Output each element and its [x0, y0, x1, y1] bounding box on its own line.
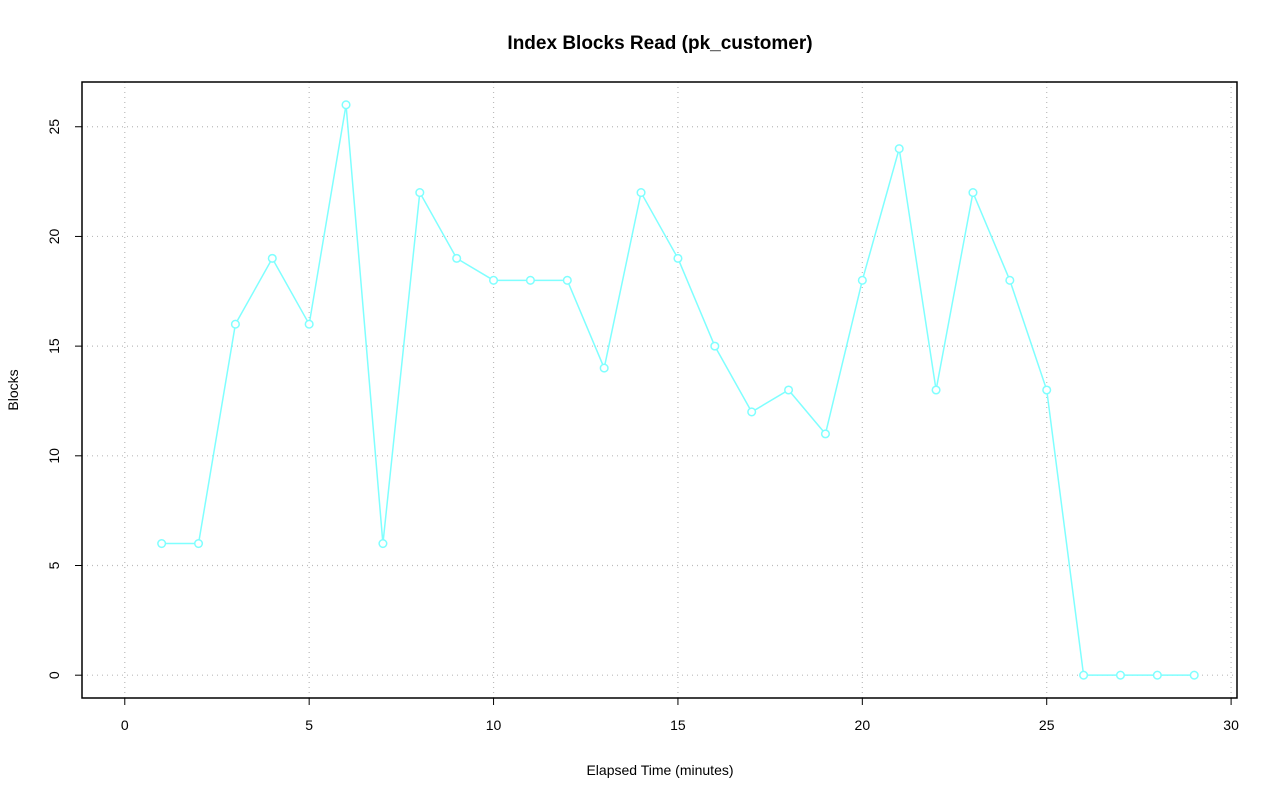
y-tick-label: 20: [46, 228, 62, 244]
data-point: [341, 100, 351, 110]
plot-frame: [81, 81, 1238, 699]
data-point: [1005, 275, 1015, 285]
x-tick-label: 0: [121, 717, 129, 733]
y-axis-label: Blocks: [5, 369, 21, 410]
data-point: [230, 319, 240, 329]
data-point: [968, 188, 978, 198]
data-point: [525, 275, 535, 285]
data-point: [267, 253, 277, 263]
data-point: [1115, 670, 1126, 680]
data-point: [1042, 385, 1052, 395]
data-point: [931, 385, 941, 395]
x-axis-label: Elapsed Time (minutes): [586, 762, 733, 778]
data-point: [894, 144, 904, 154]
data-point: [820, 429, 830, 439]
y-tick-label: 5: [46, 561, 62, 569]
data-point: [673, 253, 683, 263]
data-point: [599, 363, 609, 373]
data-point: [1079, 670, 1089, 680]
y-tick-label: 0: [46, 671, 62, 679]
y-tick-label: 25: [46, 119, 62, 135]
x-tick-label: 15: [670, 717, 686, 733]
data-point: [157, 539, 167, 549]
data-point: [378, 539, 388, 549]
data-point: [784, 385, 794, 395]
data-point: [489, 275, 499, 285]
x-tick-label: 5: [305, 717, 313, 733]
data-point: [710, 341, 720, 351]
data-point: [562, 275, 572, 285]
data-point: [415, 188, 425, 198]
data-point: [1152, 670, 1162, 680]
data-point: [857, 275, 867, 285]
data-point: [452, 253, 462, 263]
data-point: [747, 407, 757, 417]
data-point: [636, 188, 646, 198]
data-point: [304, 319, 314, 329]
y-tick-label: 15: [46, 338, 62, 354]
data-point: [1189, 670, 1199, 680]
x-tick-label: 10: [486, 717, 502, 733]
x-tick-label: 25: [1039, 717, 1055, 733]
x-tick-label: 20: [855, 717, 871, 733]
data-point: [193, 539, 204, 549]
y-tick-label: 10: [46, 448, 62, 464]
x-tick-label: 30: [1223, 717, 1239, 733]
chart-title: Index Blocks Read (pk_customer): [507, 33, 812, 54]
